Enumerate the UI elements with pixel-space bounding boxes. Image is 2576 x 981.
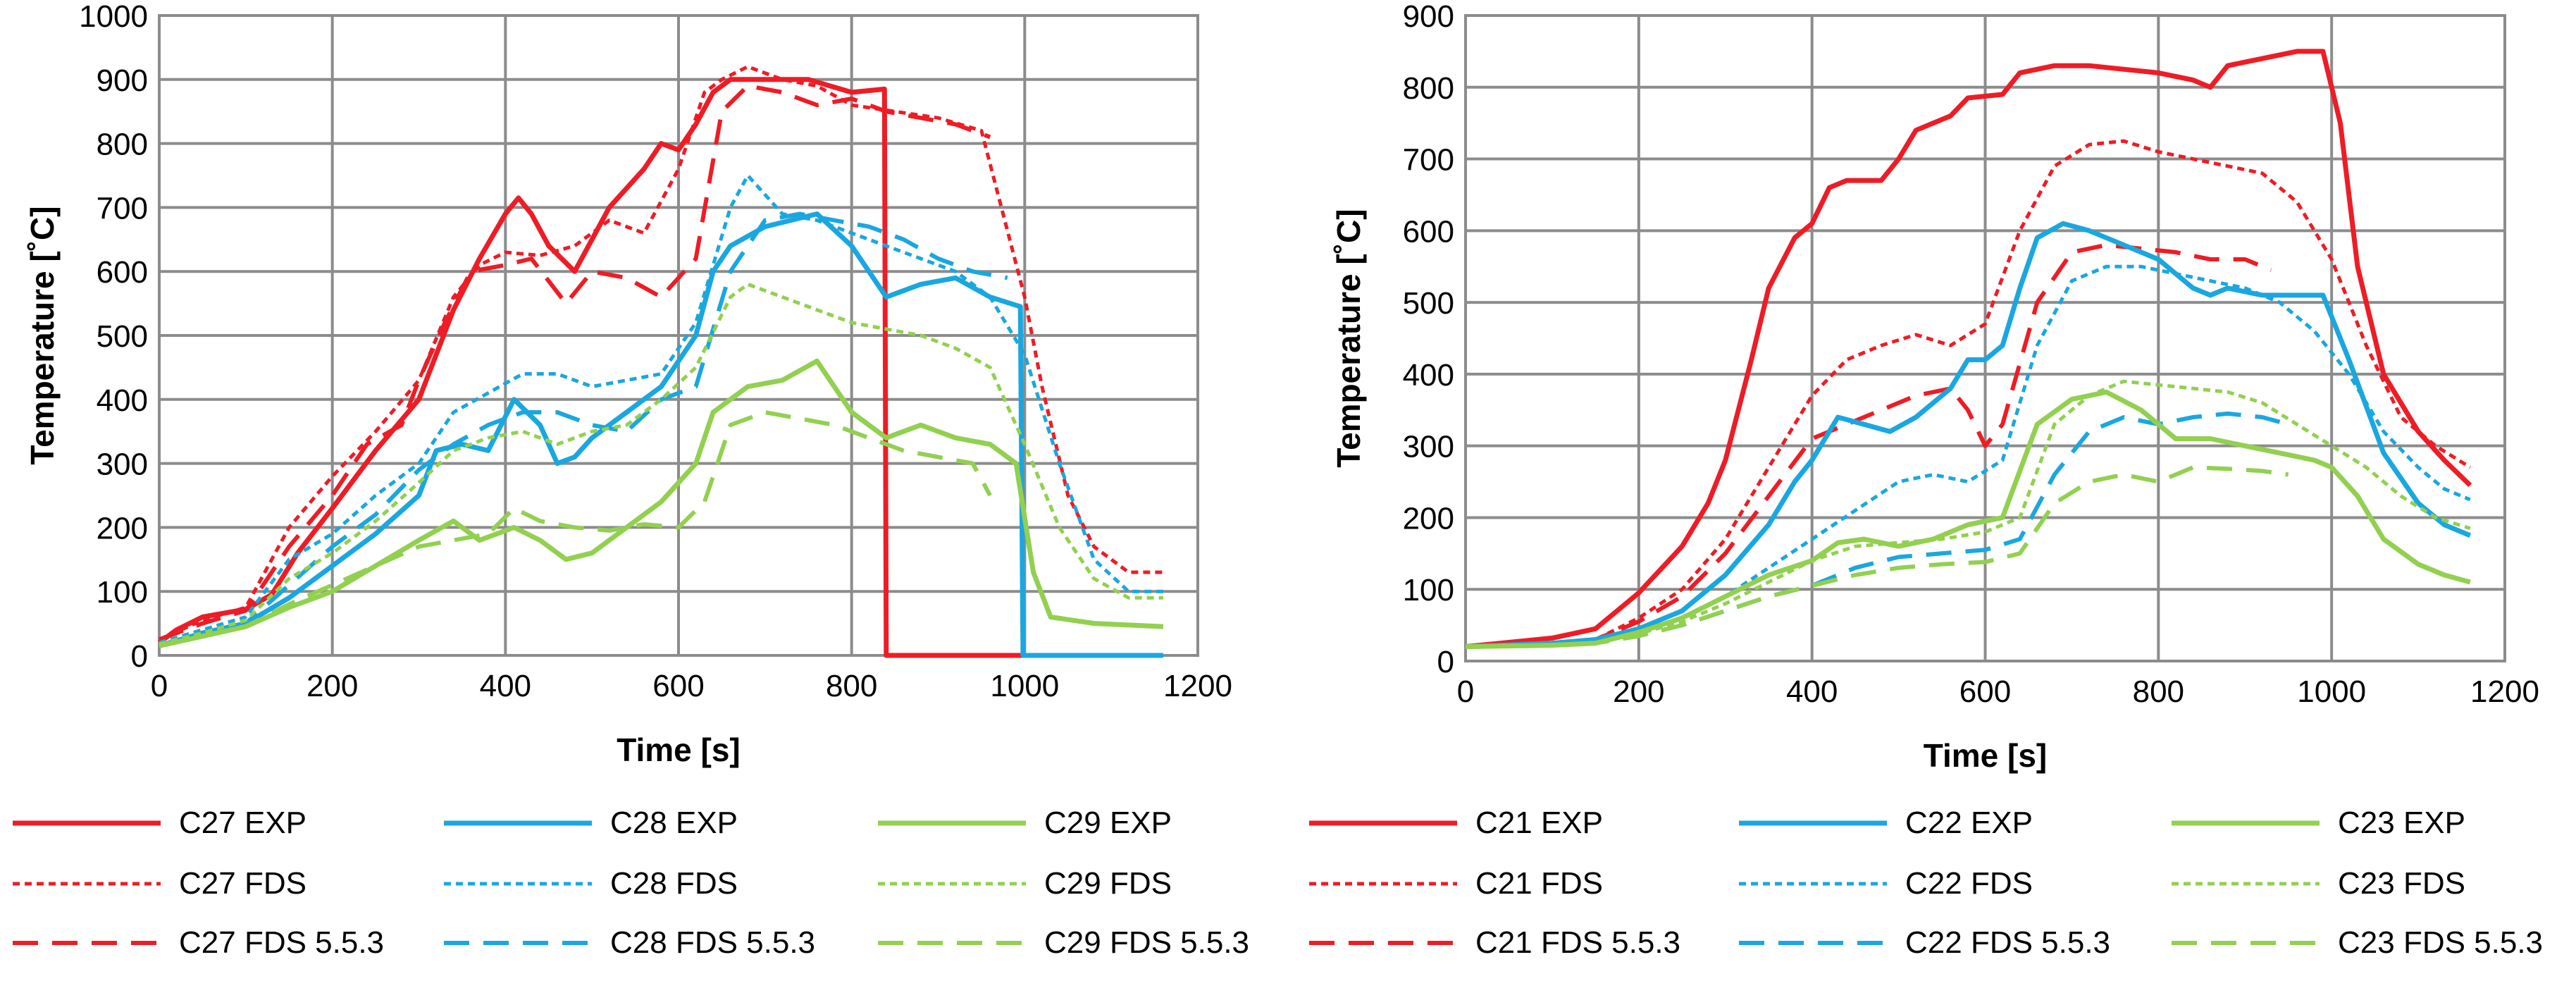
x-tick-label: 600	[652, 669, 704, 703]
y-tick-label: 300	[97, 448, 148, 482]
y-tick-label: 800	[97, 128, 148, 162]
y-tick-label: 700	[1403, 143, 1454, 178]
y-tick-label: 600	[97, 255, 148, 290]
y-tick-label: 900	[1403, 0, 1454, 34]
series-c21-fds	[1465, 139, 2472, 649]
legend-label-c21-fds: C21 FDS	[1475, 866, 1603, 901]
series-c27-fds-5-5-3	[158, 83, 991, 642]
legend-label-c23-fds: C23 FDS	[2338, 866, 2465, 901]
series-c27-fds	[158, 65, 1163, 641]
y-tick-label: 200	[1403, 501, 1454, 536]
y-tick-label: 300	[1403, 430, 1454, 464]
legend-label-c23-fds-5-5-3: C23 FDS 5.5.3	[2338, 925, 2543, 960]
legend-label-c29-exp: C29 EXP	[1044, 806, 1172, 840]
series-c23-exp	[1465, 389, 2471, 650]
legend-label-c27-fds: C27 FDS	[179, 866, 306, 901]
y-axis-label: Temperature [˚C]	[24, 206, 61, 464]
legend-label-c21-exp: C21 EXP	[1475, 806, 1603, 840]
x-tick-label: 800	[826, 669, 877, 703]
series-c29-fds-5-5-3	[159, 410, 992, 648]
legend-label-c28-exp: C28 EXP	[610, 806, 738, 840]
y-tick-label: 0	[131, 639, 148, 674]
y-tick-label: 100	[1403, 573, 1454, 607]
x-tick-label: 400	[480, 669, 531, 703]
x-tick-label: 800	[2133, 674, 2184, 709]
chart-right: 0 200 400 600 800 1000 1200 0 100 200 300 400 500 600…	[1330, 0, 2539, 774]
y-tick-label: 400	[1403, 358, 1454, 393]
series-c22-fds-5-5-3	[1465, 411, 2289, 649]
y-tick-label: 500	[97, 319, 148, 354]
series-c23-fds	[1465, 379, 2471, 649]
y-tick-label: 100	[97, 575, 148, 610]
x-axis-label: Time [s]	[617, 732, 741, 768]
plot-frame	[1464, 14, 2506, 662]
x-tick-label: 1000	[2297, 674, 2366, 709]
legend-label-c27-fds-5-5-3: C27 FDS 5.5.3	[179, 925, 384, 960]
x-tick-label: 1200	[2470, 674, 2539, 709]
x-tick-label: 600	[1959, 674, 2011, 709]
y-tick-label: 200	[97, 511, 148, 545]
y-tick-label: 800	[1403, 71, 1454, 106]
x-axis-label: Time [s]	[1924, 737, 2048, 774]
series-c23-fds-5-5-3	[1465, 465, 2289, 649]
y-tick-label: 900	[97, 63, 148, 98]
x-tick-label: 0	[151, 669, 168, 703]
series-c29-exp	[159, 358, 1164, 648]
grid	[158, 14, 1199, 657]
y-tick-label: 700	[97, 191, 148, 226]
legend-label-c27-exp: C27 EXP	[179, 806, 306, 840]
y-tick-label: 500	[1403, 286, 1454, 321]
y-tick-label: 400	[97, 383, 148, 418]
series-c28-fds-5-5-3	[159, 211, 1008, 648]
x-tick-label: 0	[1457, 674, 1474, 709]
series-c22-exp	[1465, 221, 2472, 650]
legend: C27 EXP C27 FDS C27 FDS 5.5.3 C28 EXP C28 FD…	[13, 806, 2543, 960]
y-tick-label: 0	[1437, 645, 1454, 679]
legend-label-c29-fds: C29 FDS	[1044, 866, 1172, 901]
legend-label-c22-fds: C22 FDS	[1905, 866, 2033, 901]
series-c28-exp	[159, 211, 1163, 658]
grid	[1464, 14, 2506, 662]
x-tick-label: 200	[1613, 674, 1664, 709]
x-tick-label: 1200	[1163, 669, 1232, 703]
x-tick-label: 400	[1786, 674, 1838, 709]
legend-label-c29-fds-5-5-3: C29 FDS 5.5.3	[1044, 925, 1249, 960]
legend-label-c28-fds-5-5-3: C28 FDS 5.5.3	[610, 925, 815, 960]
series-c21-exp	[1465, 49, 2472, 650]
y-axis-label: Temperature [˚C]	[1330, 209, 1367, 467]
legend-label-c23-exp: C23 EXP	[2338, 806, 2465, 840]
legend-label-c22-fds-5-5-3: C22 FDS 5.5.3	[1905, 925, 2110, 960]
series-c27-exp	[157, 77, 1025, 658]
x-tick-label: 1000	[990, 669, 1059, 703]
plot-frame	[158, 14, 1199, 657]
y-tick-label: 1000	[79, 0, 148, 34]
chart-left: 0 200 400 600 800 1000 1200 0 100 200 300 400 500 600…	[24, 0, 1232, 768]
legend-label-c22-exp: C22 EXP	[1905, 806, 2033, 840]
y-tick-label: 600	[1403, 214, 1454, 249]
series-c21-fds-5-5-3	[1465, 242, 2272, 649]
legend-label-c21-fds-5-5-3: C21 FDS 5.5.3	[1475, 925, 1680, 960]
legend-label-c28-fds: C28 FDS	[610, 866, 738, 901]
series-c22-fds	[1465, 264, 2471, 649]
x-tick-label: 200	[306, 669, 358, 703]
